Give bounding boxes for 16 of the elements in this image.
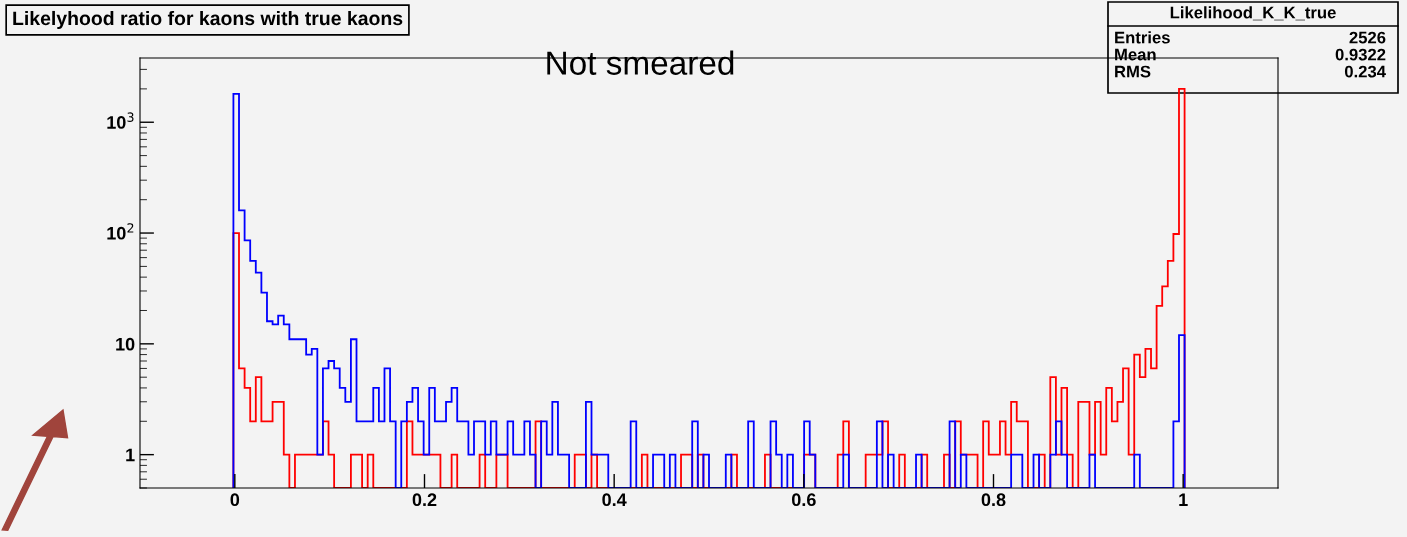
text: RMS 0.234 xyxy=(1115,65,1386,78)
x-tick-label: 0.8 xyxy=(981,493,1006,507)
chart-title: Likelyhood ratio for kaons with true kaons xyxy=(13,10,403,30)
x-tick-label: 1 xyxy=(1179,493,1188,506)
x-tick-label: 0.2 xyxy=(412,493,437,507)
y-tick-label: 1 xyxy=(126,448,135,462)
text: Entries 2526 xyxy=(1115,31,1386,44)
x-tick-label: 0.4 xyxy=(602,493,627,507)
x-tick-label: 0 xyxy=(230,493,240,507)
text: Mean 0.9322 xyxy=(1115,48,1386,61)
annotation: Not smeared xyxy=(547,50,734,75)
y-tick-label: 10$^{2}$ xyxy=(107,223,134,240)
x-tick-label: 0.6 xyxy=(792,493,816,507)
y-tick-label: 10$^{3}$ xyxy=(107,112,134,129)
y-tick-label: 10 xyxy=(116,337,135,351)
text: Likelihood_K_K_true xyxy=(1170,6,1336,21)
